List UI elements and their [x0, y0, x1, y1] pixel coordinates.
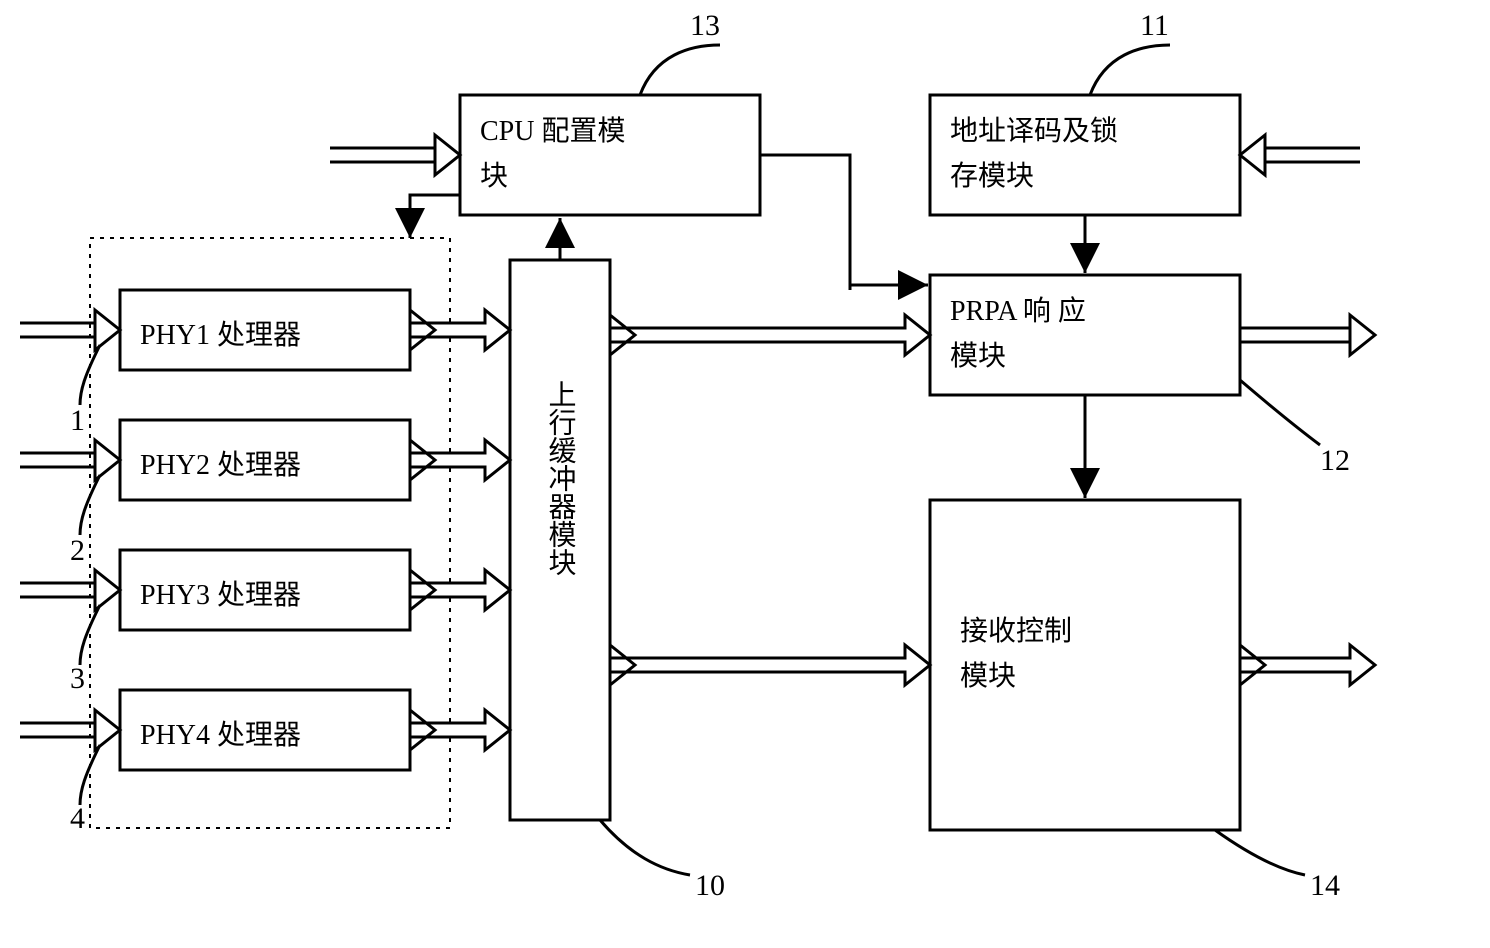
arrow-into-phy4	[20, 710, 120, 750]
arrow-into-phy3	[20, 570, 120, 610]
phy1-label: PHY1 处理器	[140, 319, 301, 351]
addr-label-1: 地址译码及锁	[950, 115, 1118, 147]
leader-10	[600, 820, 690, 875]
num-13: 13	[690, 9, 720, 42]
num-10: 10	[695, 869, 725, 902]
arrow-into-cpu	[330, 135, 460, 175]
rx-label-2: 模块	[960, 660, 1016, 692]
arrow-rx-right	[1240, 645, 1375, 685]
arrow-phy3-upbuf	[410, 570, 510, 610]
leader-14	[1215, 830, 1305, 875]
arrow-into-addr	[1240, 135, 1360, 175]
cpu-label-2: 块	[480, 161, 508, 192]
leader-11	[1090, 45, 1170, 95]
leader-12	[1240, 380, 1320, 445]
arrow-phy1-upbuf	[410, 310, 510, 350]
prpa-label-1: PRPA 响 应	[950, 295, 1086, 327]
num-3: 3	[70, 662, 85, 695]
num-11: 11	[1140, 9, 1169, 42]
phy4-label: PHY4 处理器	[140, 719, 301, 751]
arrow-upbuf-prpa	[610, 315, 930, 355]
addr-box	[930, 95, 1240, 215]
cpu-box	[460, 95, 760, 215]
cpu-label-1: CPU 配置模	[480, 115, 625, 147]
arrow-upbuf-rx	[610, 645, 930, 685]
prpa-label-2: 模块	[950, 340, 1006, 372]
arrow-prpa-out	[1240, 315, 1375, 355]
addr-label-2: 存模块	[950, 160, 1034, 192]
cpu-to-phygroup	[410, 195, 460, 238]
prpa-box	[930, 275, 1240, 395]
diagram-canvas: PHY1 处理器 PHY2 处理器 PHY3 处理器 PHY4 处理器 上行缓冲…	[0, 0, 1490, 948]
num-12: 12	[1320, 444, 1350, 477]
phy3-label: PHY3 处理器	[140, 579, 301, 611]
num-4: 4	[70, 802, 85, 835]
num-2: 2	[70, 534, 85, 567]
arrow-into-phy2	[20, 440, 120, 480]
arrow-into-phy1	[20, 310, 120, 350]
leader-13	[640, 45, 720, 95]
phy2-label: PHY2 处理器	[140, 449, 301, 481]
arrow-phy4-upbuf	[410, 710, 510, 750]
num-14: 14	[1310, 869, 1340, 902]
num-1: 1	[70, 404, 85, 437]
cpu-to-prpa	[760, 155, 850, 290]
arrow-phy2-upbuf	[410, 440, 510, 480]
rx-label-1: 接收控制	[960, 615, 1072, 647]
upbuf-label: 上行缓冲器模块	[545, 380, 577, 576]
